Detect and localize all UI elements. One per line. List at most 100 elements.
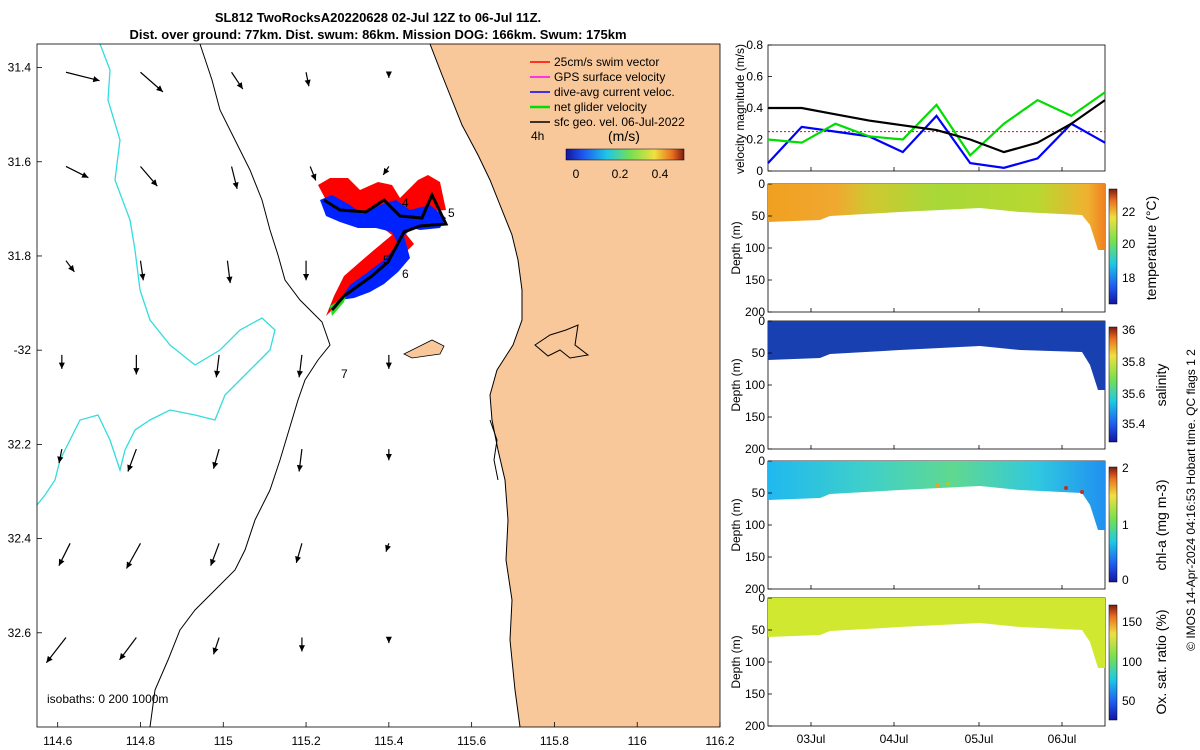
vector-arrowhead [296, 370, 303, 378]
vector-arrowhead [126, 561, 133, 569]
vector-arrowhead [310, 173, 317, 181]
depth-tick-label: 50 [752, 486, 766, 500]
series-line-sfc-geo [768, 99, 1106, 154]
depth-tick-label: 150 [745, 410, 765, 424]
vector-arrowhead [58, 362, 65, 369]
vector-arrowhead [119, 653, 126, 660]
vector-arrowhead [156, 85, 163, 92]
vector-arrowhead [232, 182, 239, 189]
vel-tick-label: 0.4 [746, 101, 763, 115]
cbar-tick: 35.4 [1122, 417, 1146, 431]
cbar-tick: 1 [1122, 518, 1129, 532]
map-ticks: 114.6 114.8 115 115.2 115.4 115.6 115.8 116 116.… [8, 61, 735, 748]
y-tick-label: 31.6 [8, 155, 32, 169]
day-label: 6 [402, 267, 409, 281]
vector-arrowhead [212, 461, 219, 469]
cbar-tick: 2 [1122, 461, 1129, 475]
vector-arrowhead [383, 167, 390, 175]
depth-tick-label: 200 [745, 719, 765, 733]
dive-avg-cloud [320, 195, 446, 300]
chla-label: chl-a (mg m-3) [1153, 479, 1169, 570]
depth-label: Depth (m) [729, 635, 743, 688]
chla-panel [767, 460, 1106, 590]
glider-track [323, 191, 449, 311]
vector-arrowhead [296, 464, 303, 472]
day-label: 4 [402, 196, 409, 210]
cbar-tick: 50 [1122, 694, 1136, 708]
vector-arrowhead [212, 647, 219, 655]
legend-label: net glider velocity [554, 100, 647, 114]
y-tick-label: 31.4 [8, 61, 32, 75]
cbar-tick: 0 [1122, 573, 1129, 587]
depth-tick-label: 0 [758, 591, 765, 605]
vector-arrowhead [298, 645, 305, 652]
depth-tick-label: 200 [745, 582, 765, 596]
section-ticks: 0501001502000501001502000501001502000501… [745, 167, 1076, 746]
vector-arrowhead [133, 368, 140, 375]
velocity-panel [767, 44, 1106, 172]
y-tick-label: 32.2 [8, 437, 32, 451]
vector-arrowhead [236, 82, 243, 90]
vel-tick-label: 0 [756, 164, 763, 178]
cbar-tick: 18 [1122, 271, 1136, 285]
x-tick-label: 115.8 [540, 734, 569, 748]
legend-label: 25cm/s swim vector [554, 55, 659, 69]
vector-arrowhead [303, 273, 310, 281]
colorbar-title: (m/s) [608, 128, 640, 144]
net-velocity [330, 296, 346, 316]
series-line-net [767, 91, 1106, 157]
cbar-tick: 150 [1122, 615, 1142, 629]
time-tick-label: 03Jul [797, 732, 826, 746]
vector-arrowhead [304, 79, 311, 87]
title-line-2: Dist. over ground: 77km. Dist. swum: 86k… [129, 27, 626, 42]
cbar-tick: 22 [1122, 205, 1136, 219]
cbar-tick: 20 [1122, 237, 1136, 251]
y-tick-label: -32 [14, 343, 32, 357]
depth-tick-label: 0 [758, 314, 765, 328]
title-line-1: SL812 TwoRocksA20220628 02-Jul 12Z to 06… [215, 10, 541, 25]
chla-colorbar [1108, 466, 1118, 583]
vel-tick-label: 0.2 [746, 133, 763, 147]
speed-colorbar [565, 148, 685, 161]
vector-arrowhead [385, 453, 392, 461]
depth-label: Depth (m) [729, 221, 743, 274]
isobath-label: isobaths: 0 200 1000m [47, 692, 168, 706]
colorbar-tick: 0.4 [652, 167, 669, 181]
vector-arrowhead [385, 71, 392, 78]
depth-tick-label: 0 [758, 454, 765, 468]
vel-tick-label: 0.6 [746, 70, 763, 84]
time-tick-label: 05Jul [965, 732, 994, 746]
vector-arrowhead [68, 265, 75, 272]
depth-tick-label: 150 [745, 273, 765, 287]
vector-arrowhead [210, 558, 216, 566]
salinity-panel [767, 320, 1106, 450]
velocity-series [767, 91, 1106, 169]
velocity-ylabel: velocity magnitude (m/s) [733, 44, 747, 174]
x-tick-label: 115.2 [291, 734, 320, 748]
depth-tick-label: 200 [745, 305, 765, 319]
depth-tick-label: 50 [752, 209, 766, 223]
day-label: 7 [341, 367, 348, 381]
isobath-200 [149, 44, 331, 727]
map-area [37, 44, 720, 727]
depth-tick-label: 150 [745, 687, 765, 701]
day-label: 5 [448, 206, 455, 220]
vector-arrowhead [46, 655, 53, 663]
salinity-label: salinity [1153, 364, 1169, 407]
cbar-tick: 100 [1122, 655, 1142, 669]
x-tick-label: 115 [214, 734, 233, 748]
salinity-colorbar [1108, 326, 1118, 443]
depth-tick-label: 100 [745, 241, 765, 255]
vector-arrowhead [139, 273, 146, 281]
cbar-tick: 35.8 [1122, 355, 1146, 369]
x-tick-label: 115.6 [457, 734, 486, 748]
copyright: © IMOS 14-Apr-2024 04:16:53 Hobart time.… [1184, 349, 1198, 651]
vector-arrowhead [127, 464, 134, 472]
oxygen-panel [767, 597, 1106, 727]
x-tick-label: 114.8 [126, 734, 155, 748]
map-frame [36, 43, 721, 728]
depth-tick-label: 100 [745, 378, 765, 392]
vector-arrowhead [295, 555, 301, 563]
depth-tick-label: 150 [745, 550, 765, 564]
depth-label: Depth (m) [729, 358, 743, 411]
